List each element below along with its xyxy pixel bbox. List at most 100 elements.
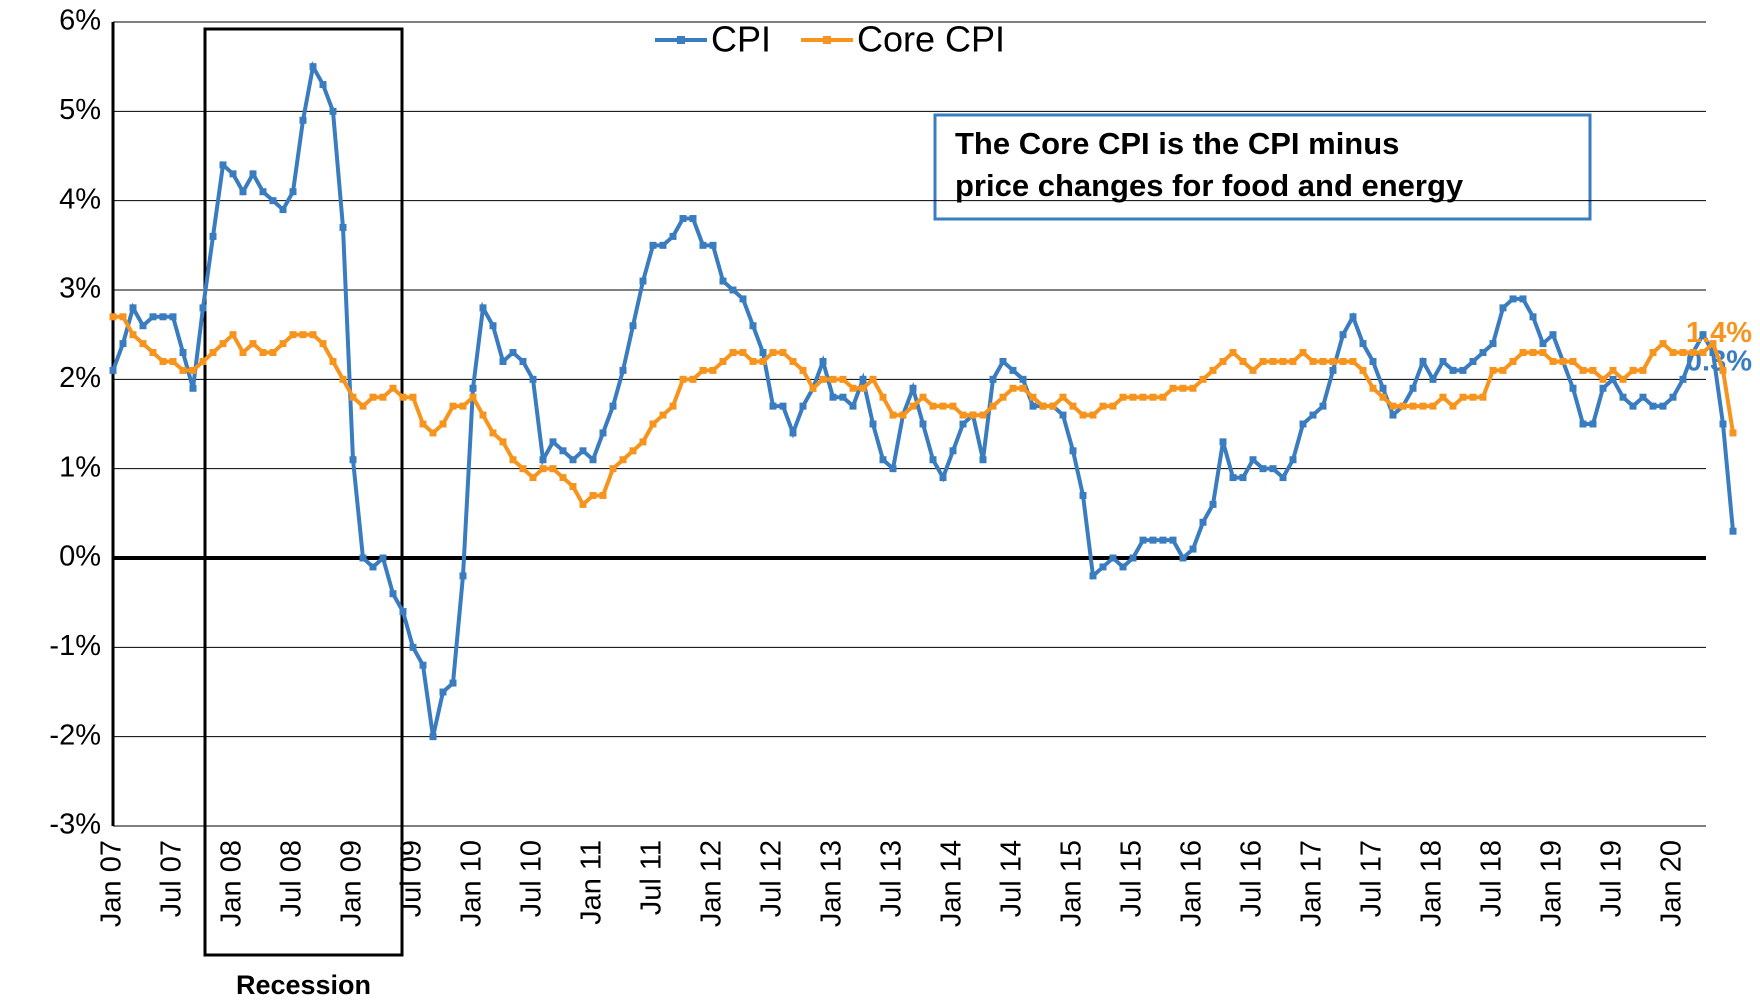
point-marker (179, 349, 187, 357)
point-marker (399, 608, 407, 616)
point-marker (1069, 447, 1077, 455)
point-marker (859, 375, 867, 383)
point-marker (159, 357, 167, 365)
point-marker (1359, 366, 1367, 374)
point-marker (429, 429, 437, 437)
x-tick-label: Jan 20 (1656, 840, 1688, 927)
point-marker (1729, 527, 1737, 535)
point-marker (999, 393, 1007, 401)
point-marker (1599, 375, 1607, 383)
point-marker (1669, 349, 1677, 357)
point-marker (609, 402, 617, 410)
x-tick-label: Jan 17 (1296, 840, 1328, 927)
point-marker (259, 188, 267, 196)
point-marker (439, 420, 447, 428)
point-marker (909, 402, 917, 410)
point-marker (1439, 393, 1447, 401)
point-marker (1489, 340, 1497, 348)
point-marker (979, 411, 987, 419)
point-marker (419, 420, 427, 428)
point-marker (1239, 474, 1247, 482)
value-label: 1.4% (1686, 317, 1752, 349)
point-marker (1469, 357, 1477, 365)
point-marker (1259, 357, 1267, 365)
point-marker (599, 491, 607, 499)
point-marker (1179, 554, 1187, 562)
point-marker (909, 384, 917, 392)
point-marker (939, 474, 947, 482)
point-marker (959, 411, 967, 419)
point-marker (1649, 349, 1657, 357)
point-marker (869, 420, 877, 428)
y-tick-label: -1% (49, 630, 101, 662)
point-marker (839, 393, 847, 401)
point-marker (379, 554, 387, 562)
point-marker (1449, 366, 1457, 374)
point-marker (869, 375, 877, 383)
point-marker (329, 357, 337, 365)
point-marker (1079, 411, 1087, 419)
point-marker (1409, 384, 1417, 392)
point-marker (509, 349, 517, 357)
point-marker (529, 474, 537, 482)
point-marker (1149, 536, 1157, 544)
point-marker (229, 331, 237, 339)
point-marker (759, 357, 767, 365)
point-marker (919, 420, 927, 428)
point-marker (1679, 375, 1687, 383)
point-marker (419, 661, 427, 669)
point-marker (1119, 563, 1127, 571)
point-marker (1199, 375, 1207, 383)
point-marker (1639, 393, 1647, 401)
point-marker (989, 375, 997, 383)
point-marker (459, 572, 467, 580)
point-marker (1189, 545, 1197, 553)
point-marker (119, 313, 127, 321)
point-marker (849, 402, 857, 410)
point-marker (629, 322, 637, 330)
point-marker (659, 241, 667, 249)
x-tick-label: Jan 15 (1056, 840, 1088, 927)
point-marker (1369, 357, 1377, 365)
point-marker (799, 402, 807, 410)
point-marker (529, 375, 537, 383)
point-marker (539, 456, 547, 464)
point-marker (1709, 340, 1717, 348)
point-marker (1569, 357, 1577, 365)
point-marker (769, 349, 777, 357)
point-marker (1009, 384, 1017, 392)
point-marker (239, 188, 247, 196)
point-marker (1429, 375, 1437, 383)
y-tick-label: 4% (59, 183, 101, 215)
note-line: price changes for food and energy (955, 168, 1464, 203)
point-marker (169, 313, 177, 321)
point-marker (729, 349, 737, 357)
point-marker (1019, 384, 1027, 392)
point-marker (1569, 384, 1577, 392)
x-tick-label: Jan 19 (1536, 840, 1568, 927)
point-marker (1379, 393, 1387, 401)
point-marker (1059, 393, 1067, 401)
point-marker (299, 331, 307, 339)
point-marker (1389, 402, 1397, 410)
point-marker (1289, 456, 1297, 464)
point-marker (1319, 357, 1327, 365)
point-marker (199, 304, 207, 312)
point-marker (1589, 366, 1597, 374)
point-marker (149, 313, 157, 321)
point-marker (109, 366, 117, 374)
point-marker (619, 456, 627, 464)
point-marker (1109, 402, 1117, 410)
point-marker (1339, 357, 1347, 365)
point-marker (1509, 295, 1517, 303)
point-marker (709, 241, 717, 249)
point-marker (339, 223, 347, 231)
point-marker (299, 116, 307, 124)
point-marker (589, 456, 597, 464)
point-marker (199, 357, 207, 365)
x-tick-label: Jan 11 (576, 840, 608, 925)
point-marker (389, 590, 397, 598)
point-marker (1619, 393, 1627, 401)
point-marker (189, 366, 197, 374)
point-marker (769, 402, 777, 410)
